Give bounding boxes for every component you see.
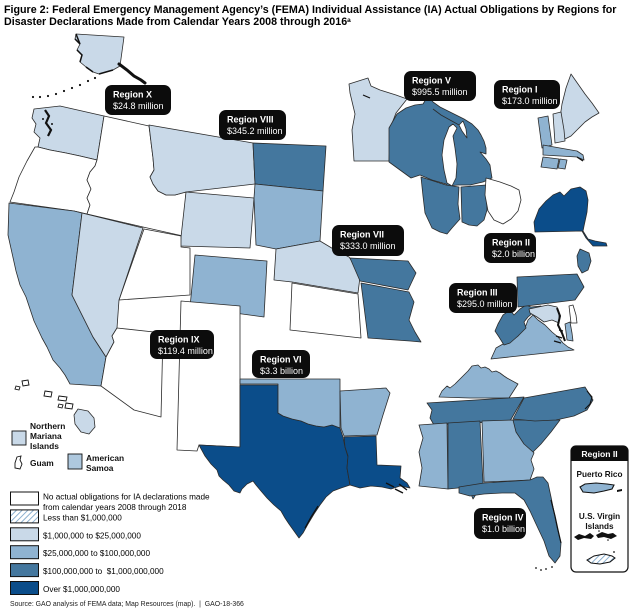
svg-text:Islands: Islands [30, 441, 59, 451]
svg-text:$333.0 million: $333.0 million [340, 241, 396, 251]
svg-text:$295.0 million: $295.0 million [457, 299, 513, 309]
svg-text:Region X: Region X [113, 90, 152, 100]
svg-text:Disaster Declarations Made fro: Disaster Declarations Made from Calendar… [4, 16, 351, 28]
svg-text:$995.5 million: $995.5 million [412, 87, 468, 97]
svg-text:Islands: Islands [585, 522, 614, 531]
svg-text:$173.0 million: $173.0 million [502, 96, 558, 106]
svg-text:$345.2 million: $345.2 million [227, 126, 283, 136]
svg-text:U.S. Virgin: U.S. Virgin [579, 512, 620, 521]
svg-text:Mariana: Mariana [30, 431, 62, 441]
svg-text:$24.8 million: $24.8 million [113, 101, 164, 111]
svg-text:Northern: Northern [30, 421, 65, 431]
svg-text:Source: GAO analysis of FEMA d: Source: GAO analysis of FEMA data; Map R… [10, 601, 244, 608]
svg-text:Puerto Rico: Puerto Rico [577, 470, 623, 479]
svg-text:$2.0 billion: $2.0 billion [492, 249, 535, 259]
svg-text:$1,000,000 to $25,000,000: $1,000,000 to $25,000,000 [43, 531, 141, 540]
svg-text:$119.4 million: $119.4 million [158, 346, 213, 356]
svg-text:$1.0 billion: $1.0 billion [482, 524, 525, 534]
svg-text:Region III: Region III [457, 288, 498, 298]
svg-text:Region VIII: Region VIII [227, 115, 274, 125]
svg-text:American: American [86, 453, 124, 463]
svg-text:No actual obligations for IA d: No actual obligations for IA declaration… [43, 493, 210, 502]
svg-text:$100,000,000 to $1,000,000,00: $100,000,000 to $1,000,000,000 [43, 567, 164, 576]
svg-text:Region II: Region II [581, 449, 617, 459]
svg-text:Region V: Region V [412, 76, 451, 86]
svg-text:$25,000,000 to $100,000,000: $25,000,000 to $100,000,000 [43, 549, 150, 558]
svg-text:from calendar years 2008 throu: from calendar years 2008 through 2018 [43, 503, 187, 512]
svg-text:$3.3 billion: $3.3 billion [260, 366, 303, 376]
svg-text:Region II: Region II [492, 238, 530, 248]
svg-text:Over $1,000,000,000: Over $1,000,000,000 [43, 585, 120, 594]
svg-text:Figure 2: Federal Emergency Ma: Figure 2: Federal Emergency Management A… [4, 4, 616, 16]
svg-text:Region I: Region I [502, 85, 538, 95]
svg-text:Region VI: Region VI [260, 355, 302, 365]
svg-text:Samoa: Samoa [86, 463, 114, 473]
svg-text:Region IV: Region IV [482, 513, 524, 523]
svg-text:Region VII: Region VII [340, 230, 384, 240]
svg-text:Guam: Guam [30, 458, 54, 468]
svg-text:Region IX: Region IX [158, 335, 200, 345]
svg-text:Less than $1,000,000: Less than $1,000,000 [43, 513, 122, 522]
